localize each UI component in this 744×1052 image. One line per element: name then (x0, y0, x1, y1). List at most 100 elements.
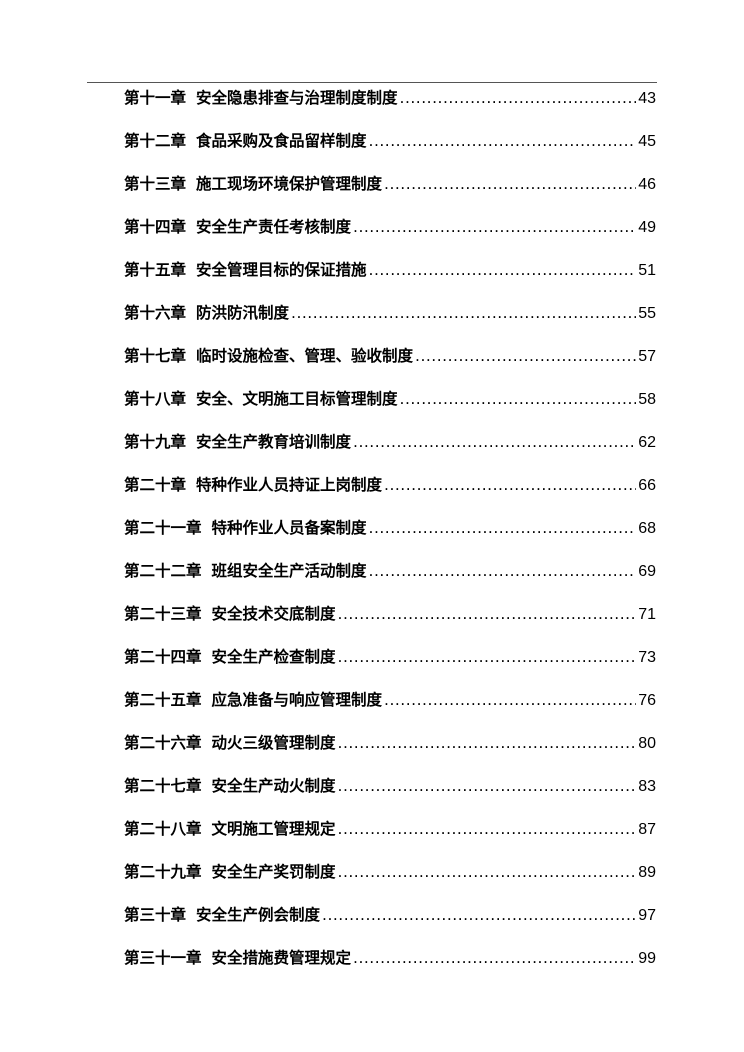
dot-leader (338, 645, 637, 669)
chapter-title: 特种作业人员备案制度 (211, 519, 367, 537)
page-number: 49 (638, 219, 656, 236)
chapter-title: 文明施工管理规定 (211, 820, 336, 838)
dot-leader (353, 215, 636, 239)
chapter-title: 安全措施费管理规定 (211, 949, 352, 967)
chapter-number: 第十九章 (124, 433, 187, 451)
toc-entry[interactable]: 第十一章 安全隐患排查与治理制度制度 43 (124, 86, 656, 129)
toc-entry[interactable]: 第二十五章 应急准备与响应管理制度 76 (124, 688, 656, 731)
page-number: 73 (638, 649, 656, 666)
page-number: 57 (638, 348, 656, 365)
toc-entry[interactable]: 第十三章 施工现场环境保护管理制度 46 (124, 172, 656, 215)
dot-leader (400, 86, 637, 110)
chapter-number: 第三十一章 (124, 949, 202, 967)
dot-leader (338, 817, 637, 841)
page-number: 71 (638, 606, 656, 623)
dot-leader (369, 559, 637, 583)
dot-leader (400, 387, 637, 411)
dot-leader (369, 258, 637, 282)
chapter-title: 安全生产责任考核制度 (196, 218, 352, 236)
dot-leader (322, 903, 636, 927)
dot-leader (338, 774, 637, 798)
chapter-title: 防洪防汛制度 (196, 304, 290, 322)
dot-leader (338, 602, 637, 626)
toc-entry[interactable]: 第十九章 安全生产教育培训制度 62 (124, 430, 656, 473)
page-number: 89 (638, 864, 656, 881)
toc-entry[interactable]: 第二十四章 安全生产检查制度 73 (124, 645, 656, 688)
toc-entry[interactable]: 第二十章 特种作业人员持证上岗制度 66 (124, 473, 656, 516)
chapter-title: 安全管理目标的保证措施 (196, 261, 367, 279)
page-number: 62 (638, 434, 656, 451)
toc-entry[interactable]: 第三十章 安全生产例会制度 97 (124, 903, 656, 946)
chapter-number: 第三十章 (124, 906, 187, 924)
dot-leader (291, 301, 636, 325)
chapter-title: 安全技术交底制度 (211, 605, 336, 623)
toc-entry[interactable]: 第二十二章 班组安全生产活动制度 69 (124, 559, 656, 602)
toc-entry[interactable]: 第十四章 安全生产责任考核制度 49 (124, 215, 656, 258)
page-number: 87 (638, 821, 656, 838)
chapter-number: 第二十三章 (124, 605, 202, 623)
toc-entry[interactable]: 第二十八章 文明施工管理规定 87 (124, 817, 656, 860)
toc-entry[interactable]: 第十五章 安全管理目标的保证措施 51 (124, 258, 656, 301)
toc-entry[interactable]: 第二十三章 安全技术交底制度 71 (124, 602, 656, 645)
chapter-number: 第十五章 (124, 261, 187, 279)
table-of-contents: 第十一章 安全隐患排查与治理制度制度 43 第十二章 食品采购及食品留样制度 4… (124, 86, 656, 989)
toc-entry[interactable]: 第二十六章 动火三级管理制度 80 (124, 731, 656, 774)
chapter-number: 第二十二章 (124, 562, 202, 580)
chapter-title: 动火三级管理制度 (211, 734, 336, 752)
toc-entry[interactable]: 第三十一章 安全措施费管理规定 99 (124, 946, 656, 989)
chapter-title: 特种作业人员持证上岗制度 (196, 476, 383, 494)
chapter-number: 第十七章 (124, 347, 187, 365)
dot-leader (384, 688, 636, 712)
dot-leader (384, 172, 636, 196)
toc-entry[interactable]: 第十八章 安全、文明施工目标管理制度 58 (124, 387, 656, 430)
page-number: 97 (638, 907, 656, 924)
chapter-number: 第十一章 (124, 89, 187, 107)
page-number: 46 (638, 176, 656, 193)
page-number: 58 (638, 391, 656, 408)
chapter-number: 第二十五章 (124, 691, 202, 709)
chapter-title: 安全生产教育培训制度 (196, 433, 352, 451)
chapter-title: 临时设施检查、管理、验收制度 (196, 347, 414, 365)
dot-leader (384, 473, 636, 497)
page-number: 55 (638, 305, 656, 322)
page-number: 43 (638, 90, 656, 107)
chapter-number: 第十八章 (124, 390, 187, 408)
chapter-number: 第二十七章 (124, 777, 202, 795)
toc-entry[interactable]: 第十七章 临时设施检查、管理、验收制度 57 (124, 344, 656, 387)
chapter-title: 安全、文明施工目标管理制度 (196, 390, 398, 408)
dot-leader (338, 860, 637, 884)
chapter-title: 施工现场环境保护管理制度 (196, 175, 383, 193)
page-number: 68 (638, 520, 656, 537)
page-number: 83 (638, 778, 656, 795)
toc-entry[interactable]: 第十二章 食品采购及食品留样制度 45 (124, 129, 656, 172)
chapter-title: 安全生产动火制度 (211, 777, 336, 795)
chapter-number: 第十六章 (124, 304, 187, 322)
chapter-number: 第二十章 (124, 476, 187, 494)
dot-leader (415, 344, 636, 368)
dot-leader (353, 946, 636, 970)
dot-leader (369, 129, 637, 153)
chapter-title: 安全生产检查制度 (211, 648, 336, 666)
toc-entry[interactable]: 第十六章 防洪防汛制度 55 (124, 301, 656, 344)
header-rule (87, 82, 657, 83)
chapter-number: 第十二章 (124, 132, 187, 150)
toc-entry[interactable]: 第二十七章 安全生产动火制度 83 (124, 774, 656, 817)
chapter-title: 安全生产奖罚制度 (211, 863, 336, 881)
page-number: 66 (638, 477, 656, 494)
toc-entry[interactable]: 第二十一章 特种作业人员备案制度 68 (124, 516, 656, 559)
chapter-number: 第二十四章 (124, 648, 202, 666)
chapter-title: 应急准备与响应管理制度 (211, 691, 383, 709)
chapter-number: 第二十九章 (124, 863, 202, 881)
dot-leader (338, 731, 637, 755)
page-number: 76 (638, 692, 656, 709)
dot-leader (353, 430, 636, 454)
page-number: 99 (638, 950, 656, 967)
page-number: 51 (638, 262, 656, 279)
dot-leader (369, 516, 637, 540)
page-number: 45 (638, 133, 656, 150)
toc-entry[interactable]: 第二十九章 安全生产奖罚制度 89 (124, 860, 656, 903)
chapter-title: 安全隐患排查与治理制度制度 (196, 89, 398, 107)
chapter-number: 第二十一章 (124, 519, 202, 537)
chapter-number: 第十三章 (124, 175, 187, 193)
chapter-number: 第二十八章 (124, 820, 202, 838)
